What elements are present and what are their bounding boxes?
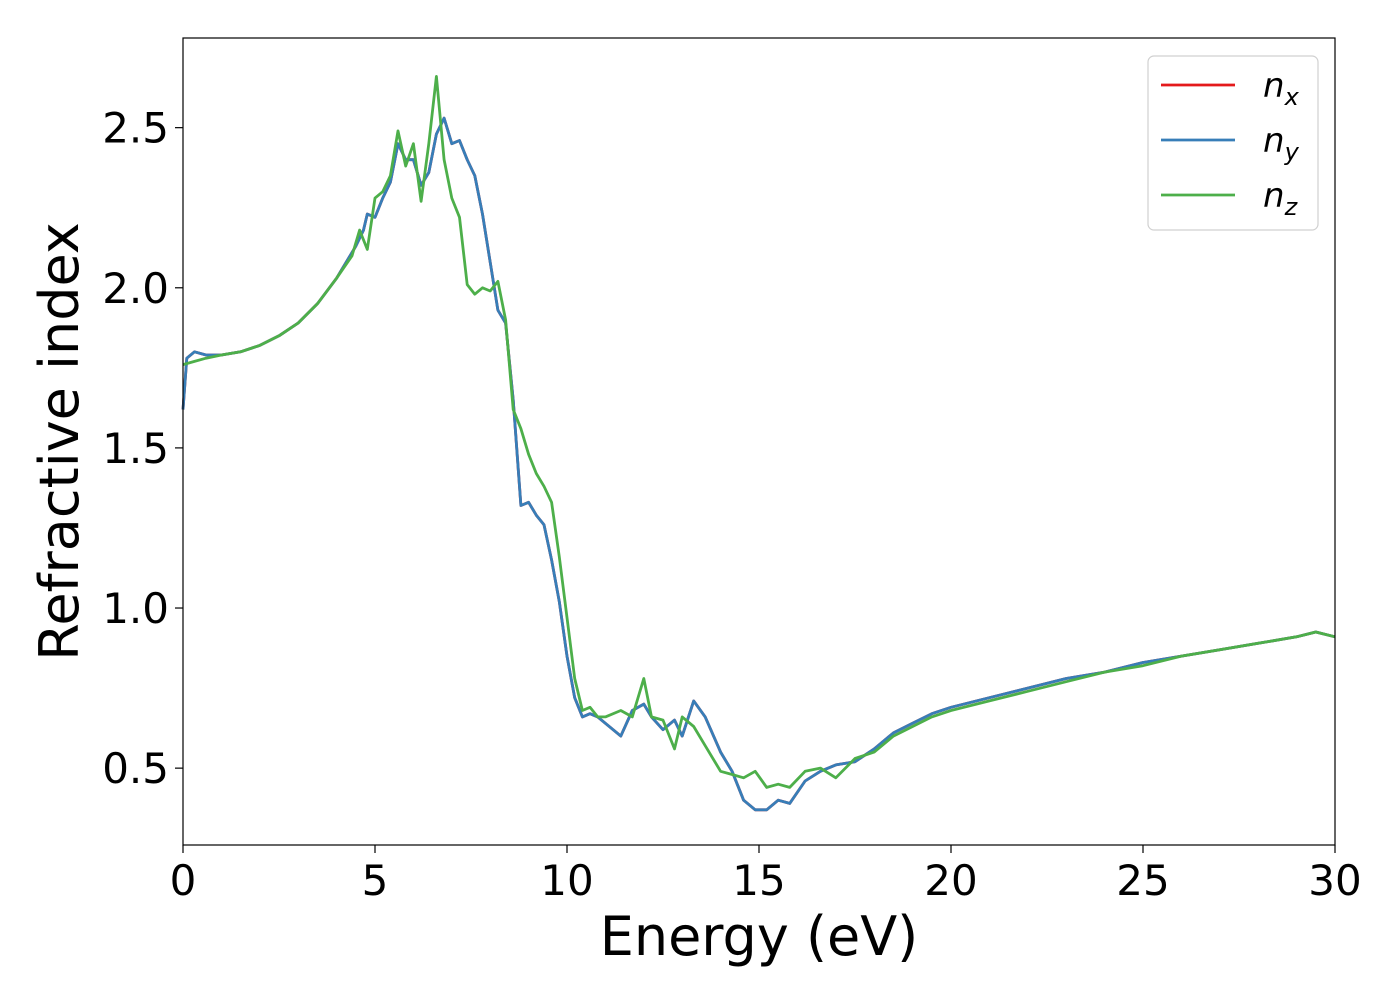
series-layer xyxy=(181,75,1336,812)
x-tick-label: 30 xyxy=(1308,856,1361,905)
legend-label-ny: ny xyxy=(1263,121,1300,166)
legend-label-nx: nx xyxy=(1263,66,1300,111)
x-tick-label: 5 xyxy=(362,856,389,905)
x-axis: 0 5 10 15 20 25 30 xyxy=(170,845,1362,905)
y-tick-label: 0.5 xyxy=(102,744,169,793)
x-tick-label: 0 xyxy=(170,856,197,905)
legend: nx ny nz xyxy=(1147,55,1319,231)
y-tick-label: 1.0 xyxy=(102,584,169,633)
series-line-ny xyxy=(181,116,1336,812)
x-axis-title: Energy (eV) xyxy=(600,905,919,968)
y-tick-label: 2.5 xyxy=(102,104,169,153)
y-tick-label: 2.0 xyxy=(102,264,169,313)
series-line-nz xyxy=(182,75,1336,789)
y-axis: 0.5 1.0 1.5 2.0 2.5 xyxy=(102,104,183,793)
y-axis-title: Refractive index xyxy=(28,222,91,661)
legend-frame xyxy=(1147,55,1319,231)
x-tick-label: 15 xyxy=(732,856,785,905)
y-tick-label: 1.5 xyxy=(102,424,169,473)
x-tick-label: 10 xyxy=(540,856,593,905)
legend-label-nz: nz xyxy=(1263,176,1299,221)
x-tick-label: 25 xyxy=(1116,856,1169,905)
x-tick-label: 20 xyxy=(924,856,977,905)
